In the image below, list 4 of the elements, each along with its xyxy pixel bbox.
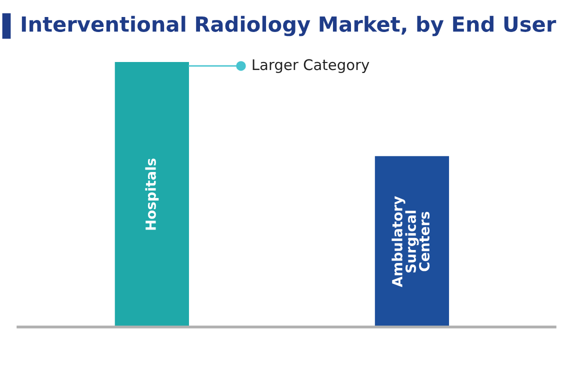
annotation: Larger Category	[252, 59, 370, 74]
chart-title: Interventional Radiology Market, by End User	[22, 16, 556, 36]
x-tick-label: Ambulatory Surgical Centers	[392, 196, 430, 288]
x-tick-label: Hospitals	[145, 158, 159, 230]
